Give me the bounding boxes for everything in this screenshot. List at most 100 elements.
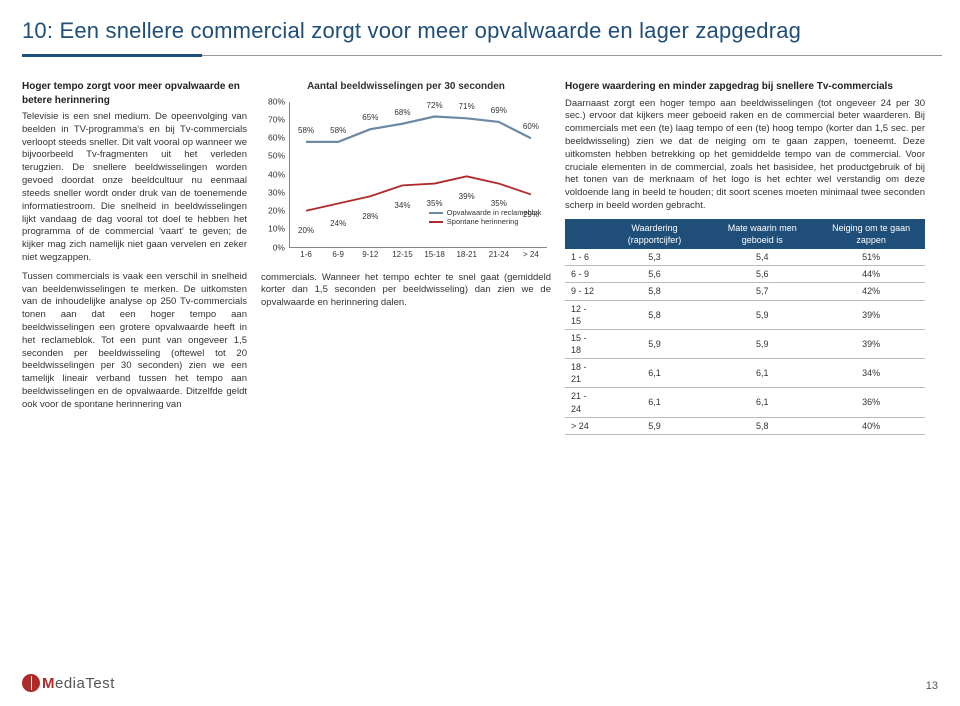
col1-para2: Tussen commercials is vaak een verschil …: [22, 271, 247, 412]
table-cell: 5,3: [602, 249, 707, 266]
table-cell: 18 - 21: [565, 359, 602, 388]
ratings-table: Waardering (rapportcijfer)Mate waarin me…: [565, 219, 925, 435]
table-cell: 6,1: [707, 359, 817, 388]
table-cell: 39%: [817, 329, 925, 358]
chart-y-tick: 0%: [261, 242, 285, 253]
line-chart: Opvalwaarde in reclameblokSpontane herin…: [261, 96, 551, 266]
chart-y-tick: 80%: [261, 96, 285, 107]
chart-x-tick: 9-12: [362, 250, 378, 261]
table-row: 18 - 216,16,134%: [565, 359, 925, 388]
table-row: 21 - 246,16,136%: [565, 388, 925, 417]
table-cell: 12 - 15: [565, 300, 602, 329]
chart-x-tick: 12-15: [392, 250, 412, 261]
table-cell: 39%: [817, 300, 925, 329]
chart-container: Aantal beeldwisselingen per 30 seconden …: [261, 80, 551, 266]
table-header-cell: Neiging om te gaan zappen: [817, 219, 925, 249]
legend-swatch: [429, 212, 443, 214]
table-cell: 40%: [817, 417, 925, 434]
chart-y-tick: 50%: [261, 151, 285, 162]
page-title: 10: Een snellere commercial zorgt voor m…: [22, 18, 801, 44]
chart-x-tick: 1-6: [300, 250, 312, 261]
table-cell: 5,9: [707, 329, 817, 358]
chart-point-label: 60%: [523, 123, 539, 134]
table-cell: > 24: [565, 417, 602, 434]
table-cell: 5,7: [707, 283, 817, 300]
chart-point-label: 34%: [394, 201, 410, 212]
chart-y-tick: 70%: [261, 114, 285, 125]
col1-heading: Hoger tempo zorgt voor meer opval­waarde…: [22, 80, 247, 107]
chart-x-tick: 15-18: [424, 250, 444, 261]
table-cell: 6 - 9: [565, 266, 602, 283]
table-cell: 44%: [817, 266, 925, 283]
table-header-cell: Waardering (rapportcijfer): [602, 219, 707, 249]
table-cell: 5,9: [602, 417, 707, 434]
chart-point-label: 71%: [459, 103, 475, 114]
logo-text: MediaTest: [42, 675, 115, 692]
table-cell: 5,8: [602, 283, 707, 300]
table-header-cell: Mate waarin men geboeid is: [707, 219, 817, 249]
chart-point-label: 29%: [523, 210, 539, 221]
page-number: 13: [926, 680, 938, 692]
table-row: 6 - 95,65,644%: [565, 266, 925, 283]
table-row: 9 - 125,85,742%: [565, 283, 925, 300]
legend-label: Spontane herinnering: [447, 218, 519, 226]
legend-swatch: [429, 221, 443, 223]
chart-point-label: 24%: [330, 219, 346, 230]
chart-y-tick: 10%: [261, 224, 285, 235]
chart-point-label: 68%: [394, 108, 410, 119]
chart-x-tick: 6-9: [332, 250, 344, 261]
title-underline: [22, 54, 202, 57]
table-row: 12 - 155,85,939%: [565, 300, 925, 329]
chart-point-label: 20%: [298, 226, 314, 237]
chart-point-label: 28%: [362, 212, 378, 223]
table-cell: 5,9: [602, 329, 707, 358]
chart-point-label: 35%: [427, 199, 443, 210]
table-header-cell: [565, 219, 602, 249]
table-cell: 21 - 24: [565, 388, 602, 417]
table-cell: 6,1: [602, 359, 707, 388]
table-cell: 36%: [817, 388, 925, 417]
table-cell: 6,1: [602, 388, 707, 417]
chart-point-label: 69%: [491, 106, 507, 117]
table-cell: 5,4: [707, 249, 817, 266]
table-row: 15 - 185,95,939%: [565, 329, 925, 358]
table-cell: 5,9: [707, 300, 817, 329]
chart-y-tick: 40%: [261, 169, 285, 180]
column-right: Hogere waardering en minder zapgedrag bi…: [565, 80, 925, 435]
table-cell: 34%: [817, 359, 925, 388]
chart-y-tick: 30%: [261, 187, 285, 198]
chart-y-tick: 60%: [261, 132, 285, 143]
table-cell: 42%: [817, 283, 925, 300]
chart-plot-area: Opvalwaarde in reclameblokSpontane herin…: [289, 102, 547, 248]
chart-point-label: 72%: [427, 101, 443, 112]
table-cell: 51%: [817, 249, 925, 266]
col3-para1: Daarnaast zorgt een hoger tempo aan beel…: [565, 98, 925, 213]
table-cell: 1 - 6: [565, 249, 602, 266]
chart-title: Aantal beeldwisselingen per 30 seconden: [261, 80, 551, 94]
table-cell: 5,6: [707, 266, 817, 283]
chart-x-tick: > 24: [523, 250, 539, 261]
table-row: 1 - 65,35,451%: [565, 249, 925, 266]
table-cell: 15 - 18: [565, 329, 602, 358]
chart-x-tick: 18-21: [456, 250, 476, 261]
table-cell: 9 - 12: [565, 283, 602, 300]
content-columns: Hoger tempo zorgt voor meer opval­waarde…: [22, 80, 938, 435]
table-cell: 5,6: [602, 266, 707, 283]
chart-point-label: 58%: [298, 126, 314, 137]
column-left: Hoger tempo zorgt voor meer opval­waarde…: [22, 80, 247, 435]
column-middle: Aantal beeldwisselingen per 30 seconden …: [261, 80, 551, 435]
logo-icon: [22, 674, 40, 692]
chart-point-label: 58%: [330, 126, 346, 137]
table-cell: 6,1: [707, 388, 817, 417]
chart-y-tick: 20%: [261, 205, 285, 216]
table-row: > 245,95,840%: [565, 417, 925, 434]
table-cell: 5,8: [602, 300, 707, 329]
chart-point-label: 35%: [491, 199, 507, 210]
table-cell: 5,8: [707, 417, 817, 434]
col3-heading: Hogere waardering en minder zapgedrag bi…: [565, 80, 925, 94]
col1-para1: Televisie is een snel medium. De opeen­v…: [22, 111, 247, 265]
chart-point-label: 65%: [362, 114, 378, 125]
col2-para-below-chart: commercials. Wanneer het tempo echter te…: [261, 272, 551, 310]
chart-x-tick: 21-24: [489, 250, 509, 261]
chart-point-label: 39%: [459, 192, 475, 203]
